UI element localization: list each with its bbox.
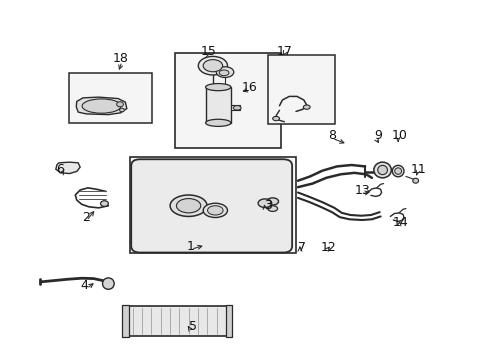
Bar	[122, 306, 232, 337]
Text: 14: 14	[391, 216, 407, 229]
Text: 3: 3	[264, 198, 271, 212]
Text: 7: 7	[297, 241, 305, 255]
Bar	[122, 305, 128, 337]
Ellipse shape	[266, 198, 278, 205]
Ellipse shape	[198, 57, 227, 75]
Text: 5: 5	[189, 320, 197, 333]
Ellipse shape	[176, 199, 201, 213]
Ellipse shape	[258, 199, 271, 207]
Ellipse shape	[207, 206, 223, 215]
Ellipse shape	[391, 165, 403, 177]
Text: 11: 11	[410, 163, 426, 176]
Ellipse shape	[116, 102, 123, 107]
Ellipse shape	[82, 99, 121, 113]
Text: 13: 13	[354, 184, 369, 197]
Ellipse shape	[203, 60, 222, 72]
Bar	[267, 55, 334, 123]
Text: 16: 16	[241, 81, 257, 94]
Bar	[130, 157, 295, 253]
Text: 8: 8	[327, 129, 335, 142]
Text: 17: 17	[276, 45, 292, 58]
Bar	[69, 73, 152, 123]
Ellipse shape	[219, 70, 228, 76]
Text: 12: 12	[320, 241, 335, 255]
Text: 10: 10	[391, 129, 407, 142]
Ellipse shape	[119, 108, 124, 112]
Ellipse shape	[102, 278, 114, 289]
Bar	[175, 53, 281, 148]
Ellipse shape	[101, 201, 108, 206]
Text: 1: 1	[187, 240, 195, 253]
Ellipse shape	[233, 106, 241, 110]
Ellipse shape	[267, 206, 277, 211]
Bar	[205, 87, 230, 123]
Ellipse shape	[203, 203, 227, 217]
Polygon shape	[76, 97, 126, 114]
Polygon shape	[56, 162, 80, 174]
FancyBboxPatch shape	[131, 159, 291, 252]
Ellipse shape	[216, 67, 233, 77]
Text: 15: 15	[201, 45, 217, 58]
Ellipse shape	[170, 195, 206, 216]
Ellipse shape	[205, 84, 230, 91]
Text: 2: 2	[82, 211, 90, 224]
Ellipse shape	[412, 178, 418, 183]
Ellipse shape	[377, 165, 386, 175]
Text: 6: 6	[56, 163, 63, 176]
Text: 9: 9	[373, 129, 381, 142]
Text: 18: 18	[112, 52, 128, 65]
Bar	[225, 305, 232, 337]
Ellipse shape	[205, 119, 230, 126]
Ellipse shape	[303, 105, 309, 109]
Text: 4: 4	[80, 279, 88, 292]
Ellipse shape	[394, 168, 401, 174]
Ellipse shape	[373, 162, 390, 178]
Ellipse shape	[272, 116, 279, 121]
